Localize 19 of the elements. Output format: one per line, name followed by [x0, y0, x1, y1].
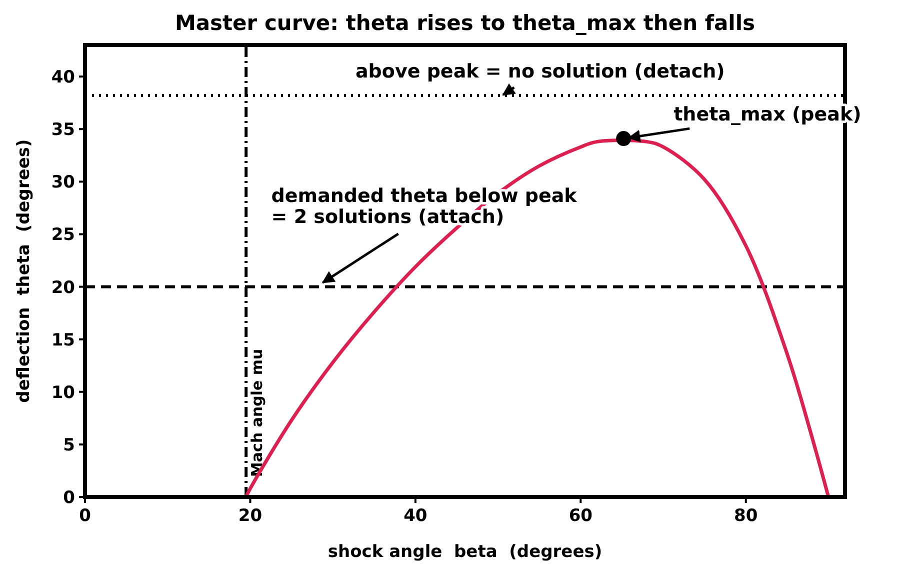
x-tick-label: 80	[734, 506, 758, 526]
y-tick-label: 25	[51, 225, 75, 246]
y-tick-label: 0	[63, 488, 76, 508]
x-tick-label: 60	[568, 506, 593, 526]
y-tick-label: 30	[51, 172, 76, 193]
x-tick-label: 0	[79, 506, 92, 526]
x-tick-label: 40	[404, 506, 428, 526]
x-axis-title: shock angle beta (degrees)	[328, 542, 602, 562]
y-tick-label: 20	[51, 278, 76, 298]
y-tick-label: 35	[51, 120, 75, 140]
y-tick-label: 5	[63, 435, 75, 456]
chart-title: Master curve: theta rises to theta_max then falls	[174, 11, 756, 35]
ref-line-label: Mach angle mu	[248, 348, 266, 477]
y-tick-label: 40	[51, 68, 76, 88]
y-tick-label: 10	[51, 382, 76, 403]
annotation: above peak = no solution (detach)	[355, 60, 725, 82]
y-tick-label: 15	[51, 330, 75, 350]
x-tick-label: 20	[238, 506, 262, 526]
y-axis-title: deflection theta (degrees)	[14, 139, 34, 403]
